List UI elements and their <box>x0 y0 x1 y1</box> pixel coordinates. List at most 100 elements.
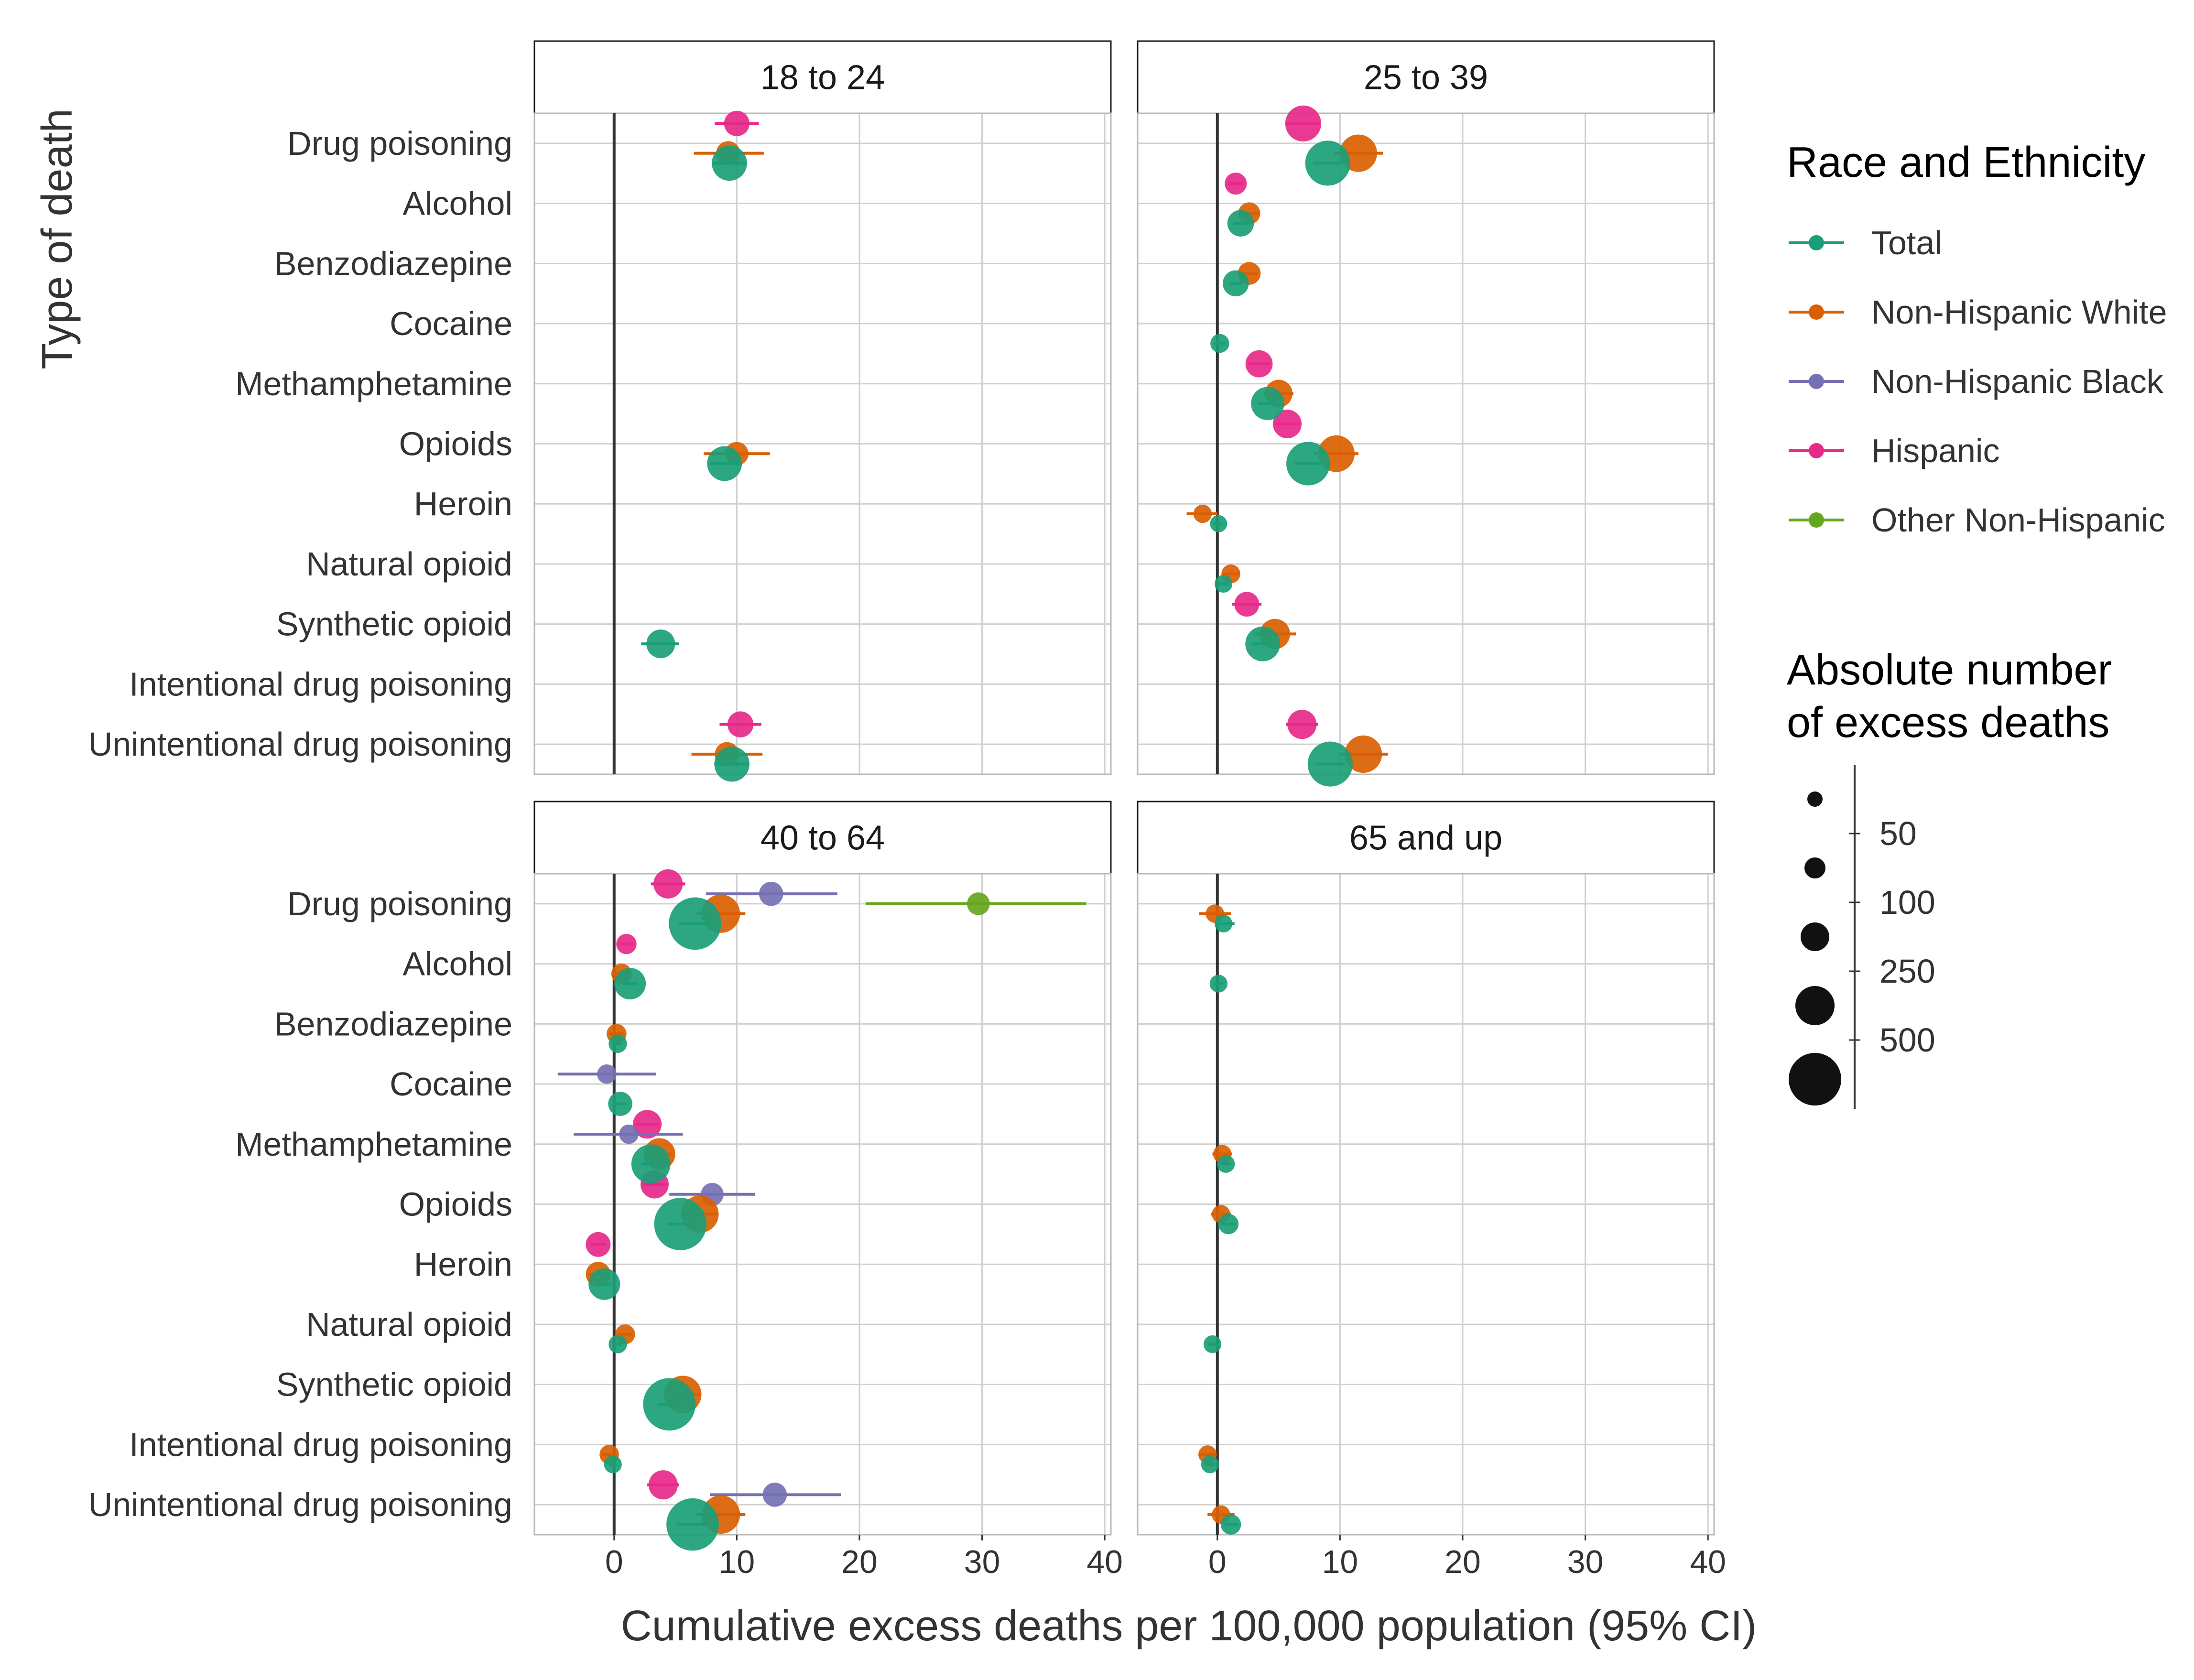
data-point <box>727 711 754 737</box>
y-tick-label: Natural opioid <box>306 1306 512 1343</box>
legend-label: Hispanic <box>1871 432 1999 469</box>
y-tick-label: Natural opioid <box>306 545 512 583</box>
x-tick-label: 20 <box>1445 1544 1481 1580</box>
data-point <box>724 110 749 136</box>
x-tick-label: 0 <box>605 1544 623 1580</box>
legend: Race and Ethnicity Total Non-Hispanic Whit… <box>1787 139 2167 1109</box>
data-point <box>1209 975 1227 993</box>
panel-3: 40 to 64 0 10 20 30 40 Drug poisoning Alcohol Be… <box>88 801 1123 1580</box>
data-point <box>1193 504 1212 523</box>
data-point <box>714 746 749 782</box>
data-point <box>1223 270 1249 297</box>
size-legend-dot <box>1801 922 1829 951</box>
y-tick-label: Opioids <box>399 425 512 463</box>
y-tick-label: Synthetic opioid <box>276 1366 512 1403</box>
y-axis-title: Type of death <box>33 108 81 369</box>
panel-strip-label: 65 and up <box>1349 819 1502 857</box>
x-tick-label: 10 <box>1322 1544 1358 1580</box>
legend-label: Non-Hispanic Black <box>1871 363 2164 400</box>
data-point <box>1245 626 1281 661</box>
data-point <box>712 145 747 181</box>
data-point <box>762 1483 787 1507</box>
data-point <box>1272 409 1302 439</box>
data-point <box>666 1498 719 1551</box>
panel-strip <box>533 40 1112 114</box>
x-axis-title: Cumulative excess deaths per 100,000 pop… <box>621 1602 1757 1650</box>
data-point <box>759 881 783 906</box>
data-point <box>588 1268 620 1300</box>
panel-4: 65 and up 0 10 20 30 40 <box>1137 801 1726 1580</box>
data-point <box>631 1144 671 1184</box>
y-tick-label: Unintentional drug poisoning <box>88 1486 512 1523</box>
y-tick-label: Drug poisoning <box>287 885 512 922</box>
data-point <box>1203 1335 1222 1354</box>
data-point <box>586 1232 611 1257</box>
y-tick-label: Cocaine <box>390 1065 512 1103</box>
data-point <box>604 1455 622 1474</box>
legend-key-dot <box>1809 443 1824 458</box>
legend-label: Other Non-Hispanic <box>1871 501 2165 539</box>
size-legend-dot <box>1789 1053 1841 1106</box>
legend-label: Total <box>1871 224 1942 261</box>
y-tick-label: Intentional drug poisoning <box>129 665 512 703</box>
data-point <box>1215 574 1233 593</box>
legend-label: Non-Hispanic White <box>1871 293 2167 331</box>
data-point <box>1307 741 1353 787</box>
x-tick-label: 40 <box>1690 1544 1726 1580</box>
legend-key-dot <box>1809 512 1824 528</box>
x-tick-label: 20 <box>841 1544 878 1580</box>
size-legend-label: 50 <box>1879 815 1917 852</box>
x-tick-label: 30 <box>1567 1544 1604 1580</box>
panel-1: 18 to 24 Drug poisoning Alcohol Benzodiazep… <box>88 40 1112 782</box>
x-tick-label: 30 <box>964 1544 1000 1580</box>
data-point <box>1210 515 1227 532</box>
data-point <box>1225 173 1247 195</box>
panel-strip-label: 40 to 64 <box>760 819 885 857</box>
y-tick-label: Benzodiazepine <box>274 1005 512 1042</box>
y-tick-label: Benzodiazepine <box>274 245 512 282</box>
data-point <box>1220 1514 1241 1535</box>
data-point <box>1251 387 1284 421</box>
data-point <box>707 446 742 481</box>
panel-2: 25 to 39 <box>1137 40 1715 787</box>
y-tick-label: Opioids <box>399 1186 512 1223</box>
data-point <box>633 1110 662 1139</box>
y-tick-label: Synthetic opioid <box>276 606 512 643</box>
size-legend-dot <box>1807 791 1823 807</box>
y-tick-label: Alcohol <box>402 945 512 983</box>
data-point <box>653 869 683 899</box>
data-point <box>967 892 990 915</box>
data-point <box>1218 1214 1239 1235</box>
data-point <box>608 1092 632 1116</box>
data-point <box>1210 334 1229 353</box>
legend-size-title-line2: of excess deaths <box>1787 699 2109 747</box>
data-point <box>616 933 637 954</box>
y-tick-label: Heroin <box>414 485 512 522</box>
legend-key-dot <box>1809 374 1824 389</box>
data-point <box>608 1335 627 1354</box>
data-point <box>1286 442 1330 486</box>
x-tick-label: 10 <box>719 1544 755 1580</box>
x-tick-label: 40 <box>1086 1544 1123 1580</box>
panel-frame <box>533 112 1112 775</box>
size-legend-label: 500 <box>1879 1021 1935 1059</box>
data-point <box>619 1124 639 1144</box>
panel-frame <box>1137 873 1715 1536</box>
data-point <box>1245 350 1273 378</box>
panel-frame <box>533 873 1112 1536</box>
y-tick-label: Unintentional drug poisoning <box>88 726 512 763</box>
y-tick-label: Methamphetamine <box>235 365 512 402</box>
legend-size-title-line1: Absolute number <box>1787 646 2112 694</box>
size-legend-label: 100 <box>1879 884 1935 921</box>
y-tick-label: Cocaine <box>390 305 512 342</box>
legend-key-dot <box>1809 235 1824 250</box>
size-legend-dot <box>1795 986 1835 1025</box>
legend-color-title: Race and Ethnicity <box>1787 139 2145 186</box>
data-point <box>1285 105 1322 141</box>
panel-strip <box>1137 40 1715 114</box>
legend-key-dot <box>1809 304 1824 320</box>
data-point <box>669 897 721 950</box>
data-point <box>1345 735 1382 773</box>
